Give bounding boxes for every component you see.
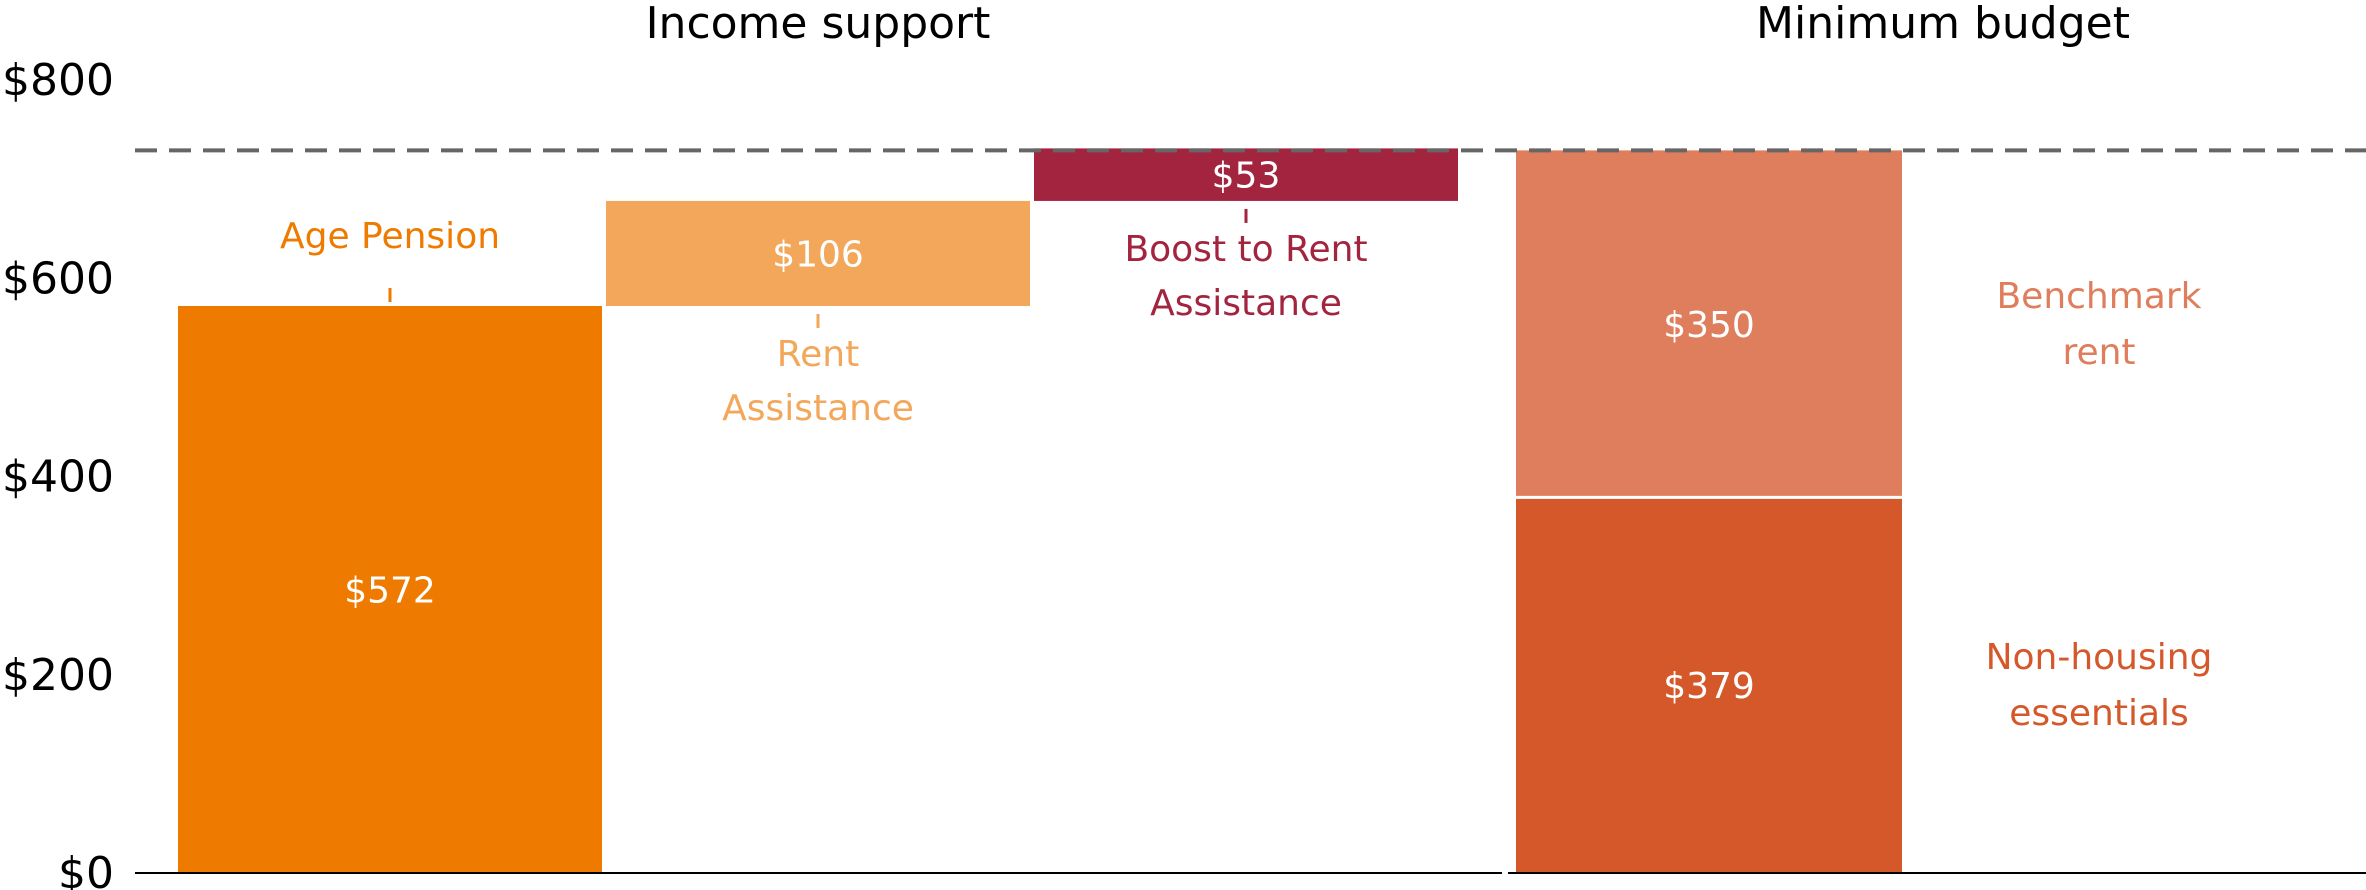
label-line: Age Pension	[280, 216, 500, 257]
bar-value-label: $379	[1663, 666, 1755, 707]
label-line: Assistance	[722, 388, 914, 429]
axes	[135, 148, 2366, 874]
bar-income-2	[1034, 148, 1458, 201]
bar-labels: $572 Age Pension $106 Rent Assistance $53 Boos…	[280, 156, 2212, 734]
bar-value-label: $53	[1212, 156, 1281, 197]
bar-category-label: Boost to Rent Assistance	[1124, 229, 1367, 324]
bar-value-label: $106	[772, 234, 864, 275]
bar-category-label: Non-housing essentials	[1986, 637, 2213, 734]
bar-category-label: Age Pension	[280, 216, 500, 257]
bar-income-1	[606, 200, 1030, 307]
bar-budget-1	[1516, 150, 1902, 498]
label-line: Non-housing	[1986, 637, 2213, 678]
bar-category-label: Benchmark rent	[1996, 276, 2201, 373]
bars	[178, 148, 1902, 873]
y-tick-label: $200	[2, 650, 114, 701]
bar-income-0	[178, 306, 602, 873]
label-line: Benchmark	[1996, 276, 2201, 317]
panel-title-income-support: Income support	[646, 0, 991, 49]
bar-budget-0	[1516, 497, 1902, 873]
y-tick-label: $0	[58, 848, 114, 890]
label-line: Rent	[777, 334, 859, 375]
label-line: Assistance	[1150, 283, 1342, 324]
label-line: rent	[2062, 332, 2135, 373]
bar-value-label: $350	[1663, 305, 1755, 346]
bar-category-label: Rent Assistance	[722, 334, 914, 429]
label-line: essentials	[2009, 693, 2189, 734]
y-tick-label: $800	[2, 55, 114, 106]
bar-value-label: $572	[344, 571, 436, 612]
y-tick-label: $400	[2, 452, 114, 503]
panel-title-minimum-budget: Minimum budget	[1756, 0, 2130, 49]
y-axis: $0 $200 $400 $600 $800	[2, 55, 114, 890]
y-tick-label: $600	[2, 253, 114, 304]
label-line: Boost to Rent	[1124, 229, 1367, 270]
